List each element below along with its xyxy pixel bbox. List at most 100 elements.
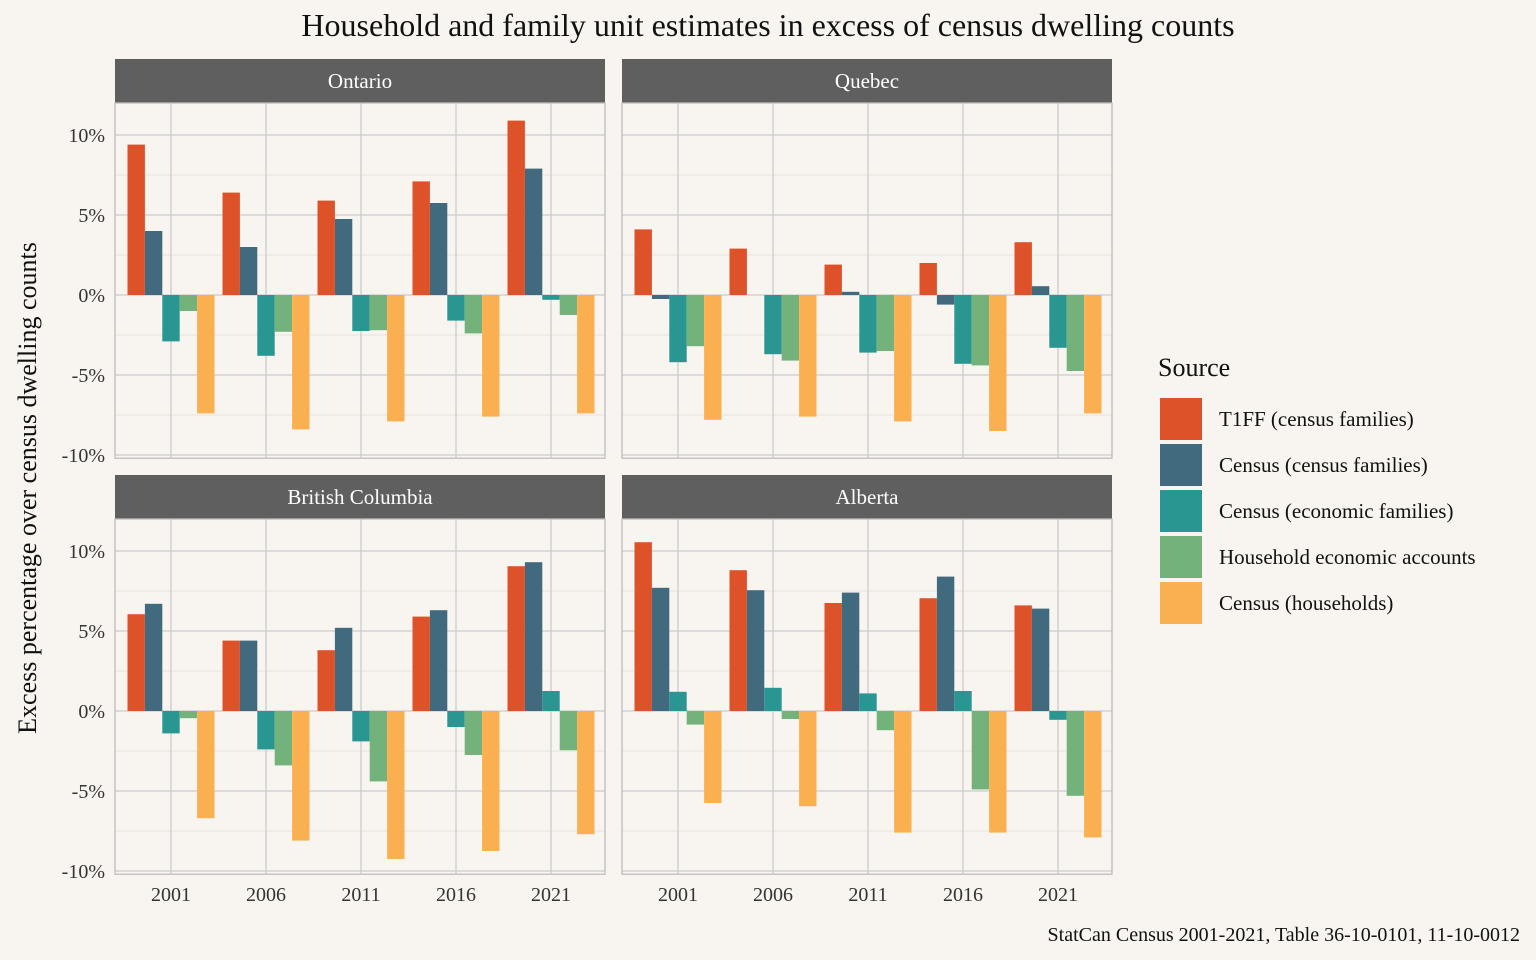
bar	[274, 295, 293, 332]
caption: StatCan Census 2001-2021, Table 36-10-01…	[1048, 924, 1520, 946]
bar	[144, 231, 163, 295]
bar	[239, 640, 258, 711]
bar	[239, 247, 258, 295]
bar	[1066, 295, 1085, 371]
panel-border	[621, 518, 1113, 875]
facet-strip-label: Quebec	[835, 69, 899, 93]
bar	[387, 295, 405, 422]
panel-british-columbia: British Columbia 10% 5% 0% -5% -10% 2001 2006 20…	[62, 475, 606, 906]
legend-title: Source	[1158, 353, 1230, 382]
bar	[334, 627, 353, 711]
facet-strip	[115, 475, 605, 519]
x-tick-label: 2006	[246, 884, 286, 906]
bar	[197, 295, 215, 414]
bar	[292, 711, 310, 841]
legend-key	[1160, 536, 1202, 578]
bar	[559, 295, 578, 315]
bar	[412, 616, 430, 711]
bar	[334, 219, 353, 295]
bar	[824, 603, 842, 711]
x-tick-label: 2006	[753, 884, 793, 906]
bar	[482, 711, 500, 851]
bar	[919, 263, 937, 295]
bar	[507, 120, 525, 295]
legend-key	[1160, 398, 1202, 440]
x-tick-label: 2001	[658, 884, 698, 906]
panel-border	[114, 102, 606, 459]
bar	[919, 598, 937, 711]
y-tick-label: 0%	[78, 285, 105, 307]
bar	[464, 295, 483, 334]
bar	[387, 711, 405, 859]
bar	[542, 295, 560, 300]
bar	[1049, 711, 1067, 720]
y-tick-label: -5%	[72, 365, 105, 387]
panel-background	[622, 103, 1112, 459]
bar	[162, 295, 180, 342]
bar	[669, 295, 687, 363]
bar	[1031, 608, 1050, 711]
y-tick-label: 10%	[68, 125, 105, 147]
x-tick-label: 2011	[848, 884, 887, 906]
y-tick-label: 5%	[78, 621, 105, 643]
bar	[729, 248, 747, 295]
bar	[746, 590, 765, 711]
panel-alberta: Alberta 2001 2006 2011 2016 2021	[621, 475, 1113, 906]
bar	[1049, 295, 1067, 348]
y-axis-label: Excess percentage over census dwelling c…	[13, 242, 42, 734]
facet-strip	[115, 59, 605, 103]
bar	[197, 711, 215, 819]
bar	[989, 295, 1007, 431]
bar	[162, 711, 180, 734]
bar	[127, 614, 145, 711]
bar	[352, 295, 370, 331]
bar	[971, 295, 990, 366]
bar	[764, 687, 782, 711]
bar	[352, 711, 370, 742]
bar	[686, 295, 705, 347]
chart-title: Household and family unit estimates in e…	[301, 7, 1234, 43]
bar	[781, 711, 800, 719]
bar	[524, 168, 543, 295]
bar	[989, 711, 1007, 833]
x-tick-label: 2016	[436, 884, 476, 906]
bar	[634, 229, 652, 295]
facet-strip-label: Alberta	[836, 485, 900, 509]
legend: Source T1FF (census families) Census (cen…	[1158, 353, 1476, 624]
legend-label: Household economic accounts	[1219, 545, 1476, 569]
y-tick-label: -5%	[72, 781, 105, 803]
bar	[1014, 242, 1032, 295]
facet-strip	[622, 59, 1112, 103]
bar	[369, 711, 388, 782]
bar	[1084, 295, 1102, 414]
y-tick-label: -10%	[62, 861, 105, 883]
bar	[651, 295, 670, 299]
bar	[222, 640, 240, 711]
bar	[559, 711, 578, 751]
bar	[954, 295, 972, 364]
bar	[222, 192, 240, 295]
bar	[127, 144, 145, 295]
bar	[651, 587, 670, 711]
bar	[876, 711, 895, 731]
bar	[1084, 711, 1102, 838]
bar	[936, 295, 955, 305]
y-tick-label: -10%	[62, 445, 105, 467]
bar	[729, 570, 747, 711]
bar	[876, 295, 895, 351]
bar	[1014, 605, 1032, 711]
panel-quebec: Quebec	[621, 59, 1113, 459]
y-tick-label: 5%	[78, 205, 105, 227]
bar	[894, 711, 912, 833]
bar	[764, 295, 782, 355]
bar	[317, 650, 335, 711]
x-tick-label: 2001	[151, 884, 191, 906]
bar	[507, 566, 525, 711]
bar	[524, 562, 543, 711]
bar	[704, 295, 722, 420]
bar	[257, 295, 275, 356]
bar	[859, 295, 877, 353]
bar	[704, 711, 722, 803]
bar	[429, 610, 448, 711]
